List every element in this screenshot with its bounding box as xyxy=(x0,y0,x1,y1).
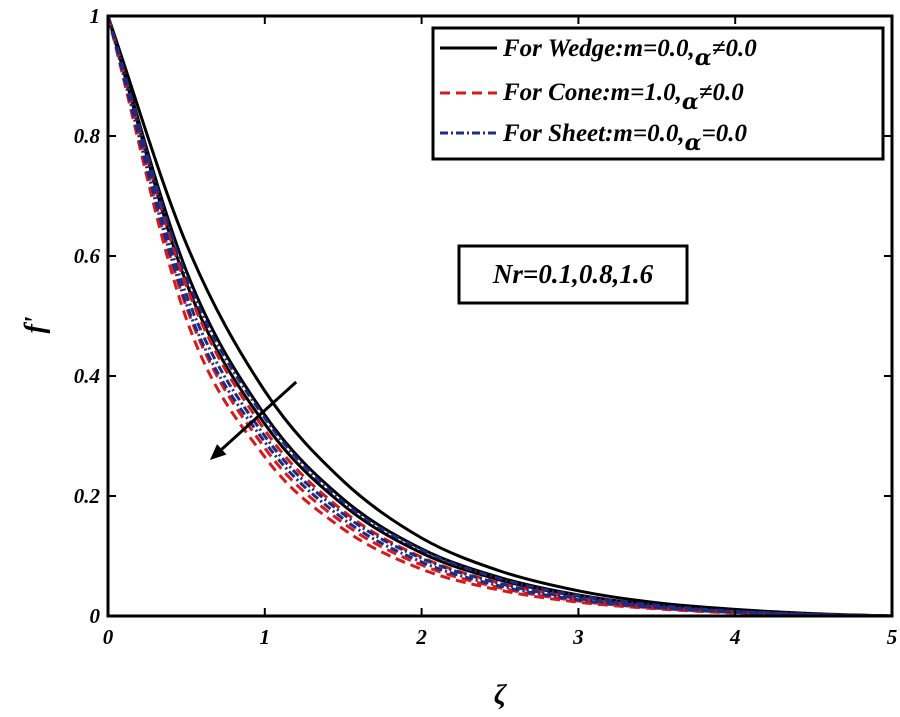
y-tick-label: 0.6 xyxy=(74,244,101,268)
axis-ticks: 0 1 2 3 4 5 0 0.2 0.4 0.6 0.8 1 xyxy=(74,4,898,649)
legend-box xyxy=(431,26,885,161)
x-tick-label: 3 xyxy=(572,625,584,649)
annotation: Nr=0.1,0.8,1.6 xyxy=(457,244,689,305)
annotation-box xyxy=(457,244,689,305)
x-axis-label: ζ xyxy=(494,680,508,711)
trend-arrow xyxy=(209,380,298,460)
x-tick-label: 0 xyxy=(103,625,114,649)
y-axis-label: f' xyxy=(20,316,51,333)
y-tick-label: 0.4 xyxy=(74,364,100,388)
y-tick-label: 1 xyxy=(90,4,101,28)
x-tick-label: 4 xyxy=(729,625,741,649)
legend-entry-cone: For Cone:m=1.0,α≠0.0 xyxy=(502,79,744,115)
arrow-head xyxy=(209,444,227,460)
y-tick-label: 0 xyxy=(90,604,101,628)
legend: For Wedge:m=0.0,α≠0.0 For Cone:m=1.0,α≠0… xyxy=(431,26,885,161)
x-tick-label: 5 xyxy=(887,625,898,649)
legend-entry-wedge: For Wedge:m=0.0,α≠0.0 xyxy=(502,35,757,71)
y-tick-label: 0.8 xyxy=(74,124,101,148)
x-tick-label: 2 xyxy=(415,625,427,649)
y-tick-label: 0.2 xyxy=(74,484,101,508)
plot-frame xyxy=(106,14,894,618)
annotation-text: Nr=0.1,0.8,1.6 xyxy=(492,259,654,289)
arrow-shaft xyxy=(220,380,298,451)
x-tick-label: 1 xyxy=(260,625,271,649)
legend-entry-sheet: For Sheet:m=0.0,α=0.0 xyxy=(502,120,748,156)
